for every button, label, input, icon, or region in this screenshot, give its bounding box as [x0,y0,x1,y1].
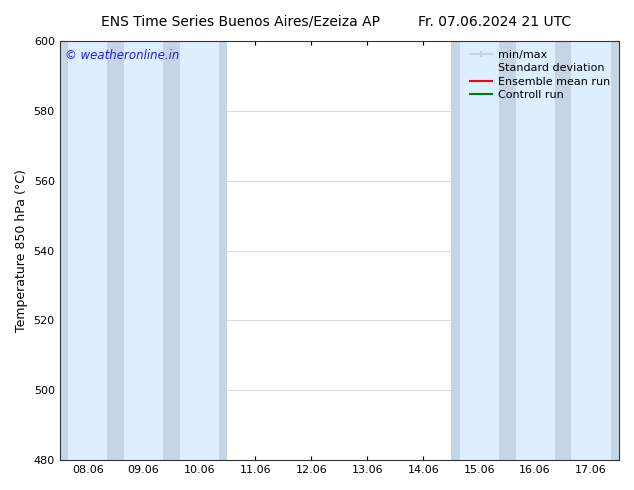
Bar [68,41,107,460]
Bar [172,41,228,460]
Bar [180,41,219,460]
Bar [60,41,115,460]
Bar [124,41,163,460]
Bar [451,41,507,460]
Bar [460,41,499,460]
Text: Fr. 07.06.2024 21 UTC: Fr. 07.06.2024 21 UTC [418,15,571,29]
Legend: min/max, Standard deviation, Ensemble mean run, Controll run: min/max, Standard deviation, Ensemble me… [467,47,614,103]
Bar [507,41,563,460]
Text: ENS Time Series Buenos Aires/Ezeiza AP: ENS Time Series Buenos Aires/Ezeiza AP [101,15,380,29]
Bar [571,41,611,460]
Text: © weatheronline.in: © weatheronline.in [65,49,179,62]
Bar [115,41,172,460]
Bar [563,41,619,460]
Y-axis label: Temperature 850 hPa (°C): Temperature 850 hPa (°C) [15,169,28,332]
Bar [515,41,555,460]
